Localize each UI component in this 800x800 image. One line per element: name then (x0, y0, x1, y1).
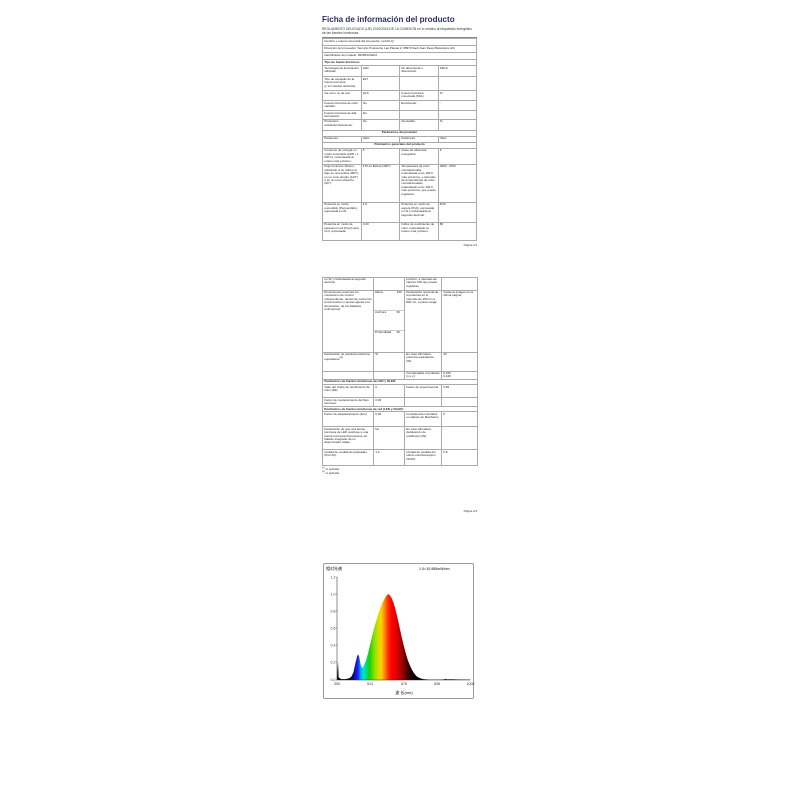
svg-text:波 长(nm): 波 长(nm) (395, 689, 413, 695)
svg-text:1000: 1000 (467, 682, 475, 686)
svg-text:0.6: 0.6 (331, 627, 336, 631)
svg-text:1.0=10.985mW/nm: 1.0=10.985mW/nm (419, 567, 449, 571)
svg-text:350: 350 (334, 682, 340, 686)
svg-text:0.4: 0.4 (331, 644, 336, 648)
svg-text:513: 513 (367, 682, 373, 686)
svg-text:相对光谱: 相对光谱 (326, 565, 342, 571)
svg-text:1.0: 1.0 (331, 593, 336, 597)
svg-text:0.8: 0.8 (331, 610, 336, 614)
svg-text:1.2: 1.2 (331, 576, 336, 580)
svg-text:0.2: 0.2 (331, 661, 336, 665)
svg-text:838: 838 (434, 682, 440, 686)
svg-text:675: 675 (401, 682, 407, 686)
